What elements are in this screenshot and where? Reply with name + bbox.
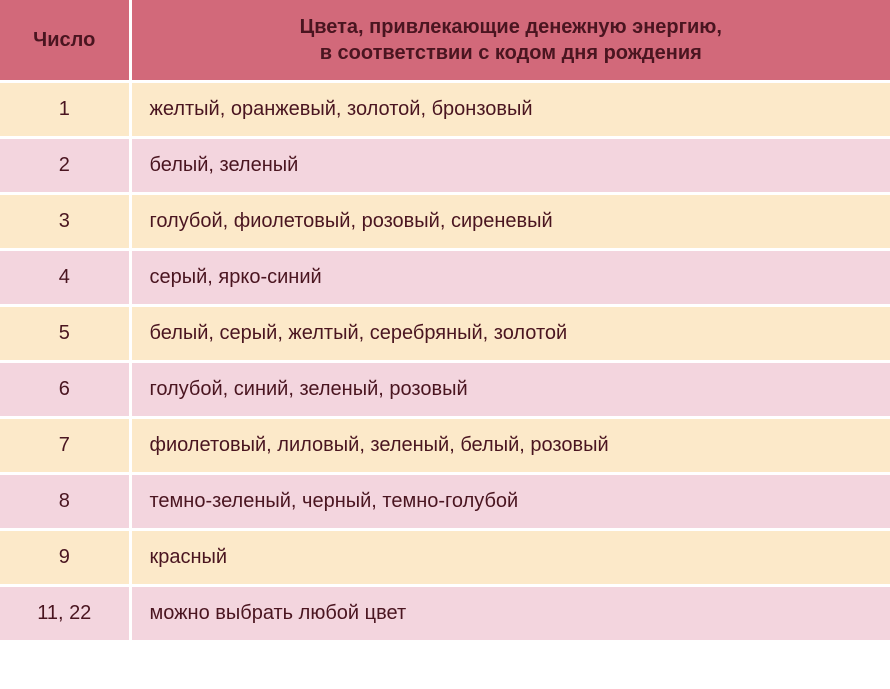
header-colors-line1: Цвета, привлекающие денежную энергию,в с… — [300, 16, 722, 64]
cell-number: 4 — [0, 250, 130, 306]
header-colors: Цвета, привлекающие денежную энергию,в с… — [130, 0, 890, 82]
cell-number: 1 — [0, 82, 130, 138]
table-row: 8 темно-зеленый, черный, темно-голубой — [0, 474, 890, 530]
colors-by-number-table: Число Цвета, привлекающие денежную энерг… — [0, 0, 890, 640]
table-row: 9 красный — [0, 530, 890, 586]
cell-colors: фиолетовый, лиловый, зеленый, белый, роз… — [130, 418, 890, 474]
cell-number: 6 — [0, 362, 130, 418]
cell-number: 3 — [0, 194, 130, 250]
cell-colors: серый, ярко-синий — [130, 250, 890, 306]
table-row: 5 белый, серый, желтый, серебряный, золо… — [0, 306, 890, 362]
table-row: 2 белый, зеленый — [0, 138, 890, 194]
cell-colors: желтый, оранжевый, золотой, бронзовый — [130, 82, 890, 138]
cell-number: 9 — [0, 530, 130, 586]
cell-colors: белый, зеленый — [130, 138, 890, 194]
table-row: 3 голубой, фиолетовый, розовый, сиреневы… — [0, 194, 890, 250]
cell-colors: голубой, синий, зеленый, розовый — [130, 362, 890, 418]
table-row: 6 голубой, синий, зеленый, розовый — [0, 362, 890, 418]
table-header-row: Число Цвета, привлекающие денежную энерг… — [0, 0, 890, 82]
header-number: Число — [0, 0, 130, 82]
table-row: 4 серый, ярко-синий — [0, 250, 890, 306]
cell-number: 7 — [0, 418, 130, 474]
cell-colors: темно-зеленый, черный, темно-голубой — [130, 474, 890, 530]
cell-colors: красный — [130, 530, 890, 586]
table-row: 1 желтый, оранжевый, золотой, бронзовый — [0, 82, 890, 138]
table-row: 7 фиолетовый, лиловый, зеленый, белый, р… — [0, 418, 890, 474]
cell-colors: можно выбрать любой цвет — [130, 586, 890, 641]
cell-number: 2 — [0, 138, 130, 194]
table-body: 1 желтый, оранжевый, золотой, бронзовый … — [0, 82, 890, 641]
table-row: 11, 22 можно выбрать любой цвет — [0, 586, 890, 641]
cell-number: 8 — [0, 474, 130, 530]
cell-colors: белый, серый, желтый, серебряный, золото… — [130, 306, 890, 362]
cell-number: 11, 22 — [0, 586, 130, 641]
cell-number: 5 — [0, 306, 130, 362]
cell-colors: голубой, фиолетовый, розовый, сиреневый — [130, 194, 890, 250]
